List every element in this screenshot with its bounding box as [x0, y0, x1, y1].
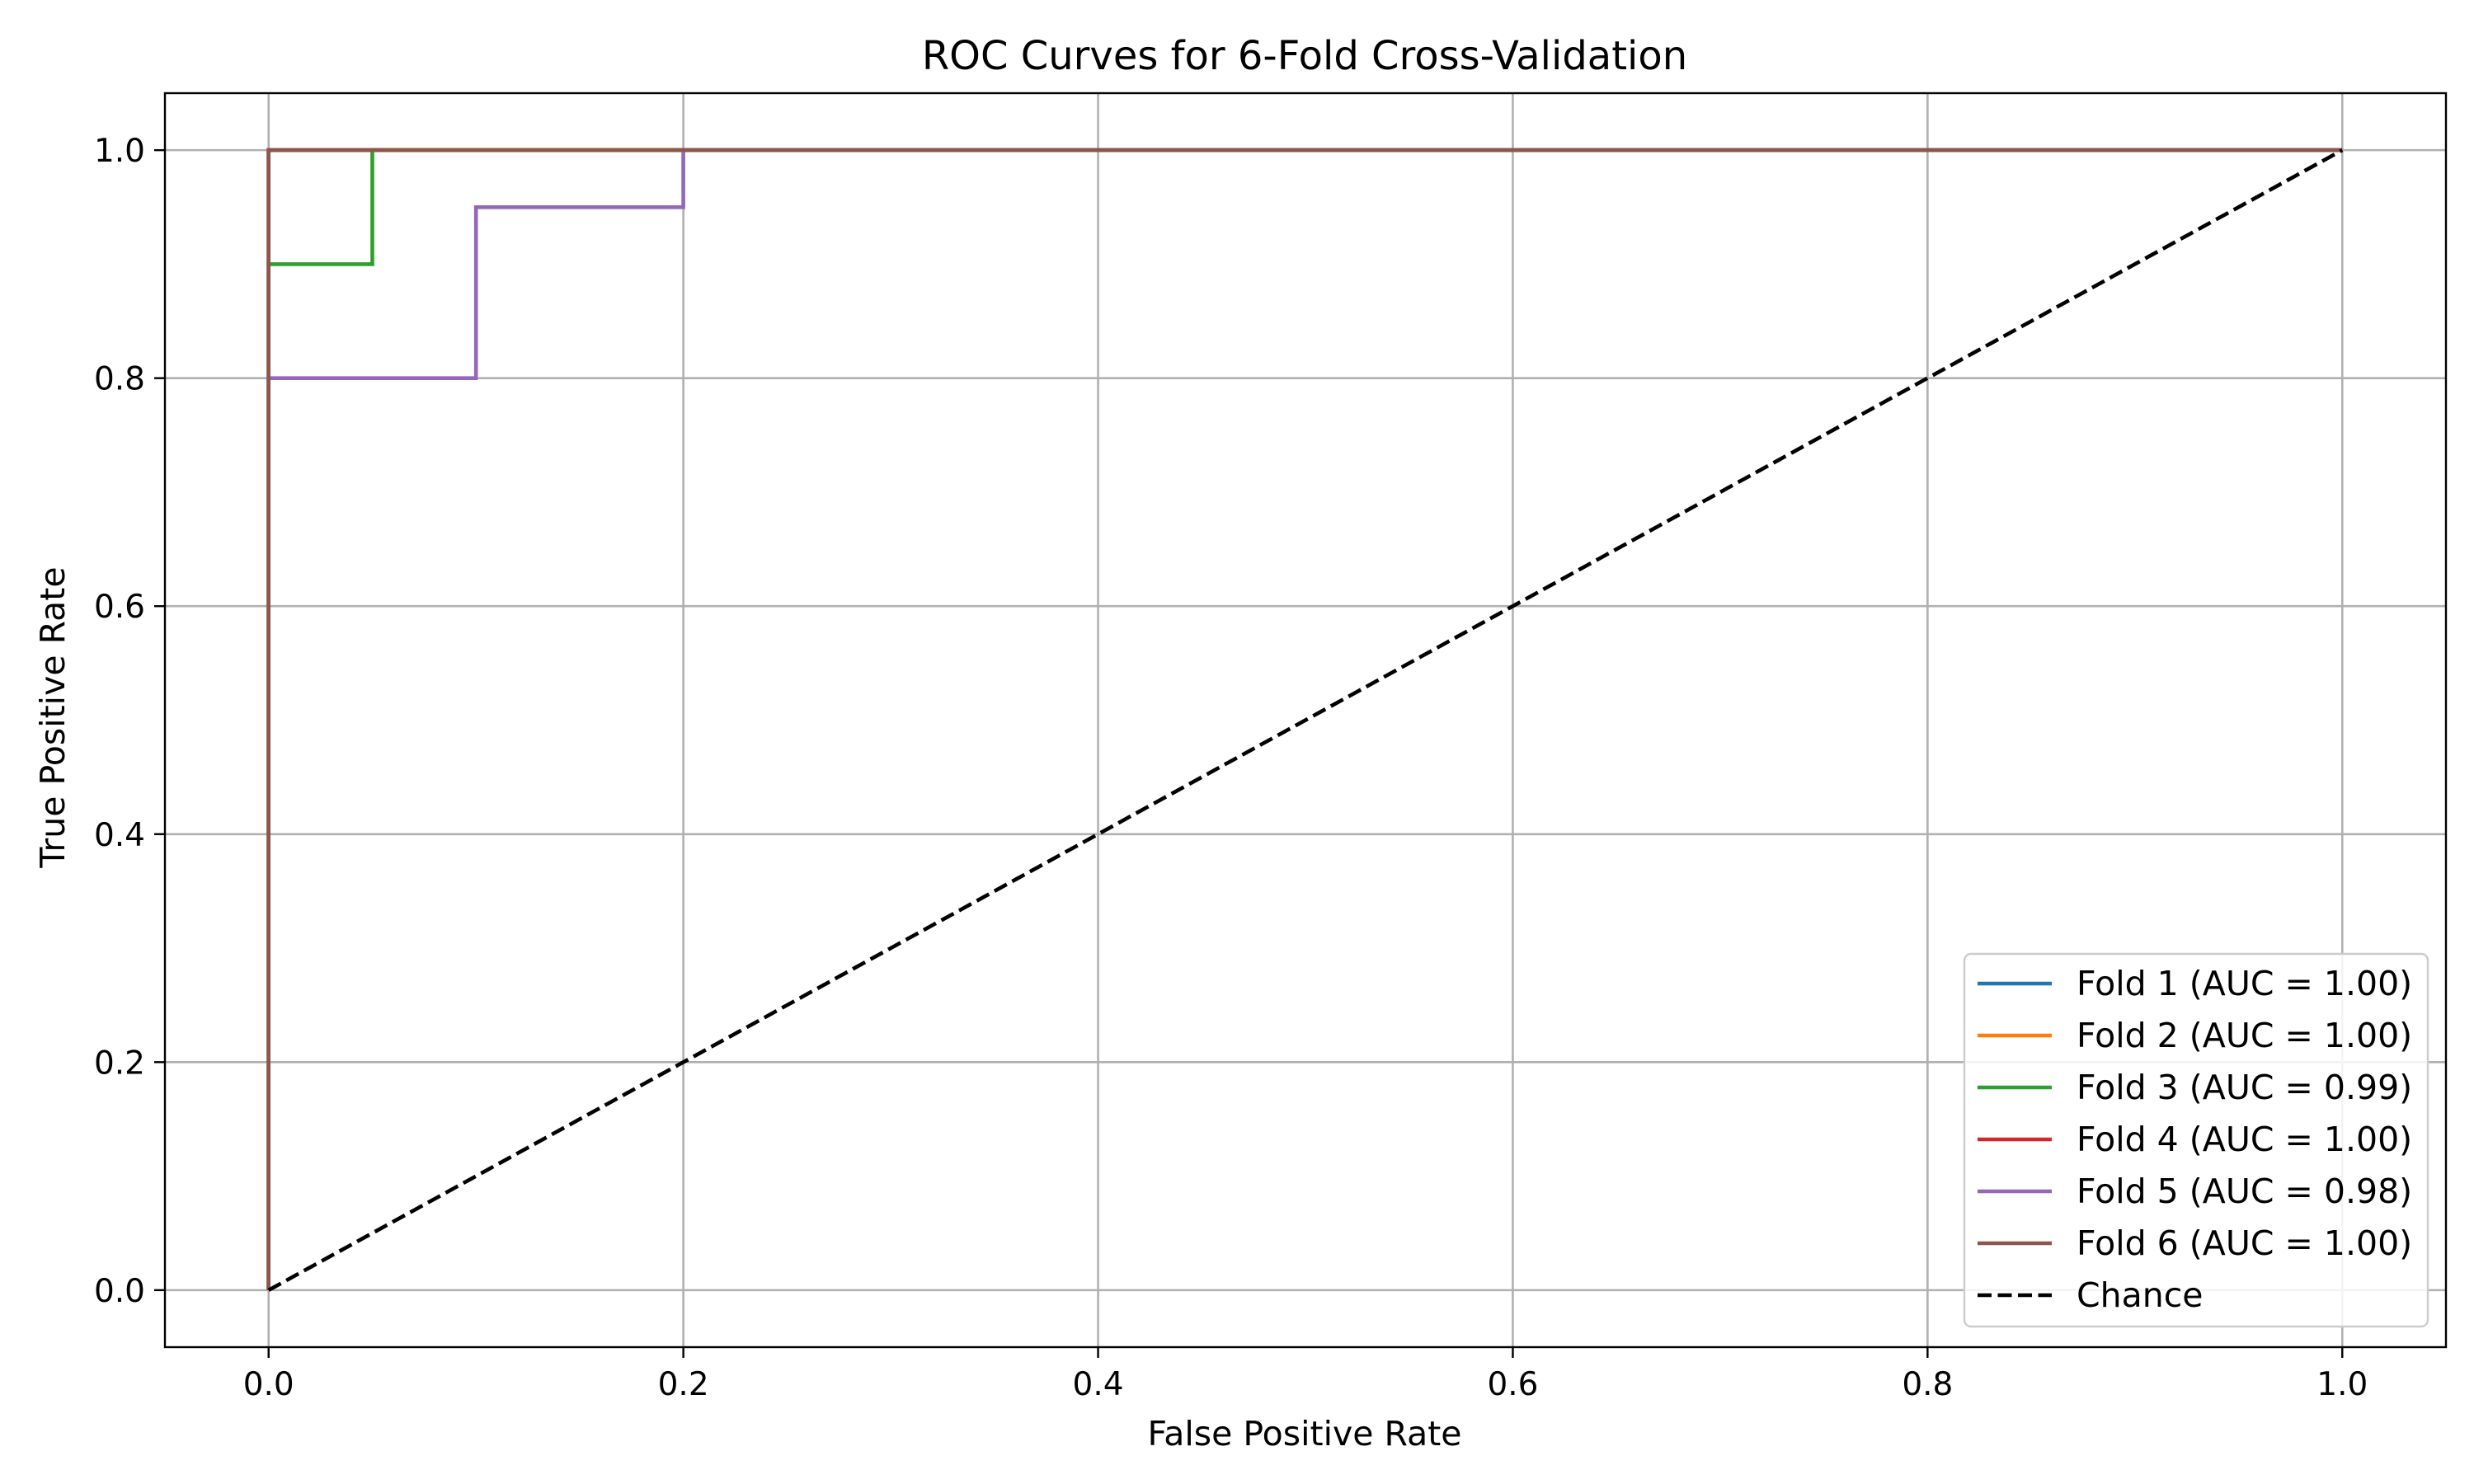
- legend-label-3: Fold 3 (AUC = 0.99): [2077, 1068, 2412, 1107]
- y-tick-label: 0.0: [94, 1273, 145, 1310]
- plot-frame: [163, 92, 2448, 1349]
- legend: Fold 1 (AUC = 1.00) Fold 2 (AUC = 1.00) Fo…: [1963, 952, 2429, 1328]
- legend-label-1: Fold 1 (AUC = 1.00): [2077, 964, 2412, 1003]
- x-axis-ticks: 0.0 0.2 0.4 0.6 0.8 1.0: [243, 1347, 2368, 1403]
- chart-title: ROC Curves for 6-Fold Cross-Validation: [922, 33, 1687, 79]
- series-line-6: [266, 148, 2343, 1290]
- y-tick-label: 0.2: [94, 1045, 145, 1082]
- legend-label-7: Chance: [2077, 1275, 2204, 1315]
- x-tick-label: 1.0: [2316, 1366, 2368, 1403]
- y-tick-label: 1.0: [94, 133, 145, 170]
- x-tick-label: 0.8: [1902, 1366, 1953, 1403]
- legend-label-4: Fold 4 (AUC = 1.00): [2077, 1120, 2412, 1159]
- x-tick-label: 0.6: [1487, 1366, 1538, 1403]
- x-axis-label: False Positive Rate: [1147, 1414, 1461, 1453]
- x-tick-label: 0.2: [658, 1366, 709, 1403]
- legend-label-2: Fold 2 (AUC = 1.00): [2077, 1016, 2412, 1055]
- y-tick-label: 0.4: [94, 817, 145, 854]
- y-tick-label: 0.8: [94, 361, 145, 398]
- x-tick-label: 0.4: [1073, 1366, 1124, 1403]
- x-tick-label: 0.0: [243, 1366, 294, 1403]
- legend-entries: Fold 1 (AUC = 1.00) Fold 2 (AUC = 1.00) Fo…: [1978, 964, 2412, 1315]
- y-axis-label: True Positive Rate: [33, 566, 73, 868]
- legend-label-5: Fold 5 (AUC = 0.98): [2077, 1172, 2412, 1211]
- legend-label-6: Fold 6 (AUC = 1.00): [2077, 1223, 2412, 1263]
- y-tick-label: 0.6: [94, 589, 145, 626]
- plot-series: [266, 148, 2344, 1292]
- series-line-7: [267, 148, 2344, 1292]
- legend-box: [1963, 952, 2429, 1328]
- y-axis-ticks: 0.0 0.2 0.4 0.6 0.8 1.0: [94, 133, 165, 1310]
